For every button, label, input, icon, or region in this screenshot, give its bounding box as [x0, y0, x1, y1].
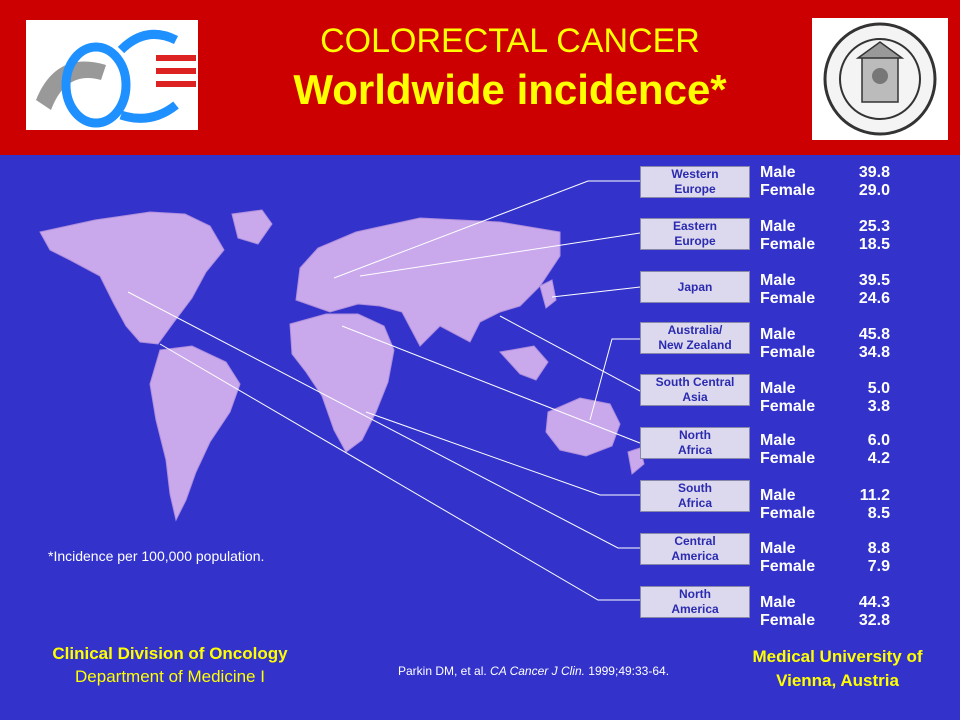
oncology-logo: [26, 20, 198, 130]
connector-lines: [127, 180, 641, 601]
south-america-shape: [149, 345, 241, 522]
southeast-asia-shape: [499, 345, 549, 381]
stats-central-america: Male 8.8 Female 7.9: [760, 540, 890, 575]
australia-shape: [545, 397, 621, 457]
region-south-africa: South Africa: [640, 480, 750, 512]
stats-south-central-asia: Male 5.0 Female 3.8: [760, 380, 890, 415]
europe-asia-shape: [295, 217, 561, 347]
region-north-america: North America: [640, 586, 750, 618]
stats-north-africa: Male 6.0 Female 4.2: [760, 432, 890, 467]
north-america-shape: [39, 211, 225, 345]
stats-western-europe: Male 39.8 Female 29.0: [760, 164, 890, 199]
region-western-europe: Western Europe: [640, 166, 750, 198]
university-seal: [812, 18, 948, 140]
region-central-america: Central America: [640, 533, 750, 565]
stats-south-africa: Male 11.2 Female 8.5: [760, 487, 890, 522]
region-south-central-asia: South Central Asia: [640, 374, 750, 406]
stats-north-america: Male 44.3 Female 32.8: [760, 594, 890, 629]
greenland-shape: [231, 209, 273, 245]
stats-eastern-europe: Male 25.3 Female 18.5: [760, 218, 890, 253]
region-eastern-europe: Eastern Europe: [640, 218, 750, 250]
department-label: Department of Medicine I: [75, 667, 265, 686]
land-masses: [39, 209, 645, 522]
title-line-2: Worldwide incidence*: [293, 66, 727, 113]
footer-right: Medical University of Vienna, Austria: [715, 645, 960, 693]
title-line-1: COLORECTAL CANCER: [320, 22, 700, 60]
location-label: Vienna, Austria: [776, 671, 899, 690]
africa-shape: [289, 313, 395, 453]
header-banner: COLORECTAL CANCER Worldwide incidence*: [0, 0, 960, 155]
stats-japan: Male 39.5 Female 24.6: [760, 272, 890, 307]
university-label: Medical University of: [752, 647, 923, 666]
japan-shape: [539, 279, 557, 309]
footer-left: Clinical Division of Oncology Department…: [10, 642, 330, 688]
footnote: *Incidence per 100,000 population.: [48, 548, 265, 564]
stats-australia-new-zealand: Male 45.8 Female 34.8: [760, 326, 890, 361]
region-north-africa: North Africa: [640, 427, 750, 459]
region-japan: Japan: [640, 271, 750, 303]
clinical-division-label: Clinical Division of Oncology: [52, 644, 288, 663]
region-australia-new-zealand: Australia/New Zealand: [640, 322, 750, 354]
citation: Parkin DM, et al. CA Cancer J Clin. 1999…: [398, 664, 670, 678]
